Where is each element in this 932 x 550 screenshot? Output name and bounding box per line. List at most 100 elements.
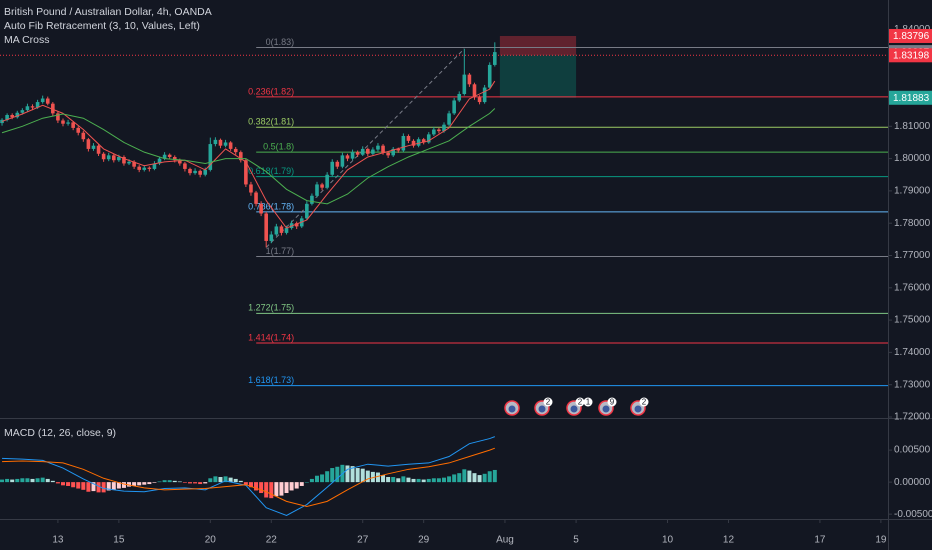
candle-body [122,156,126,164]
fib-label: 0.236(1.82) [248,86,294,96]
candle-body [167,154,172,157]
candle-body [238,152,243,161]
candle-body [335,161,340,167]
candle-body [421,139,426,143]
histogram-bar [365,470,370,483]
histogram-bar [396,478,401,483]
candle-body [35,102,40,108]
symbol-title: British Pound / Australian Dollar, 4h, O… [4,6,212,18]
candle-body [198,170,202,175]
histogram-bar [218,477,223,483]
x-tick-label: 27 [357,535,369,546]
histogram-bar [142,482,147,485]
histogram-bar [447,476,452,483]
histogram-bar [81,482,86,490]
histogram-bar [187,482,192,484]
y-tick-label: 1.72000 [894,412,931,423]
candle-body [218,139,223,146]
x-tick-label: 17 [814,535,826,546]
candle-body [259,203,263,214]
candle-body [467,74,472,85]
fib-label: 1.272(1.75) [248,303,294,313]
histogram-bar [213,476,218,483]
fib-label: 0(1.83) [266,37,295,47]
event-icon-core [570,405,578,413]
histogram-bar [248,482,253,488]
histogram-bar [386,477,391,483]
candle-body [401,135,406,151]
candle-body [157,158,162,164]
candle-body [5,114,9,120]
candle-body [487,64,492,88]
histogram-bar [294,482,299,489]
candle-body [477,97,482,103]
candle-body [178,160,182,164]
histogram-bar [10,479,15,483]
histogram-bar [116,482,121,489]
event-icon-core [508,405,516,413]
histogram-bar [45,478,50,483]
candle-body [81,132,86,140]
candle-body [117,156,121,161]
candle-body [213,139,218,145]
histogram-bar [20,478,25,483]
candle-body [462,74,467,94]
candle-body [396,148,401,151]
candle-body [152,163,157,169]
candle-body [233,148,238,153]
candle-body [310,195,314,204]
histogram-bar [304,482,309,483]
indicator-label: MA Cross [4,34,50,46]
candle-body [249,184,253,193]
candle-body [391,148,395,156]
candle-body [76,127,81,133]
histogram-bar [299,482,304,486]
histogram-bar [193,482,198,484]
histogram-bar [269,482,274,499]
candle-body [51,103,55,114]
histogram-bar [391,477,396,483]
candle-body [330,161,335,175]
histogram-bar [208,478,213,483]
histogram-bar [35,478,40,483]
candle-body [305,203,309,219]
candle-body [432,129,436,135]
histogram-bar [76,482,81,489]
histogram-bar [101,482,106,493]
event-badge-count: 9 [610,398,615,407]
histogram-bar [309,478,314,483]
candle-body [137,166,141,170]
histogram-bar [238,480,243,483]
indicator-label: Auto Fib Retracement (3, 10, Values, Lef… [4,20,200,32]
histogram-bar [436,478,441,483]
histogram-bar [370,471,375,483]
x-tick-label: 20 [205,535,217,546]
histogram-bar [50,480,55,483]
histogram-bar [127,482,132,487]
histogram-bar [350,466,355,483]
candle-body [376,145,380,150]
y-tick-label: 1.74000 [894,347,931,358]
histogram-bar [137,482,142,486]
histogram-bar [314,475,319,483]
histogram-bar [320,474,325,483]
candle-body [457,93,462,101]
histogram-bar [467,470,472,483]
histogram-bar [30,478,35,483]
histogram-bar [375,472,380,483]
fib-label: 1.414(1.74) [248,332,294,342]
histogram-bar [431,478,436,483]
x-tick-label: 19 [875,535,887,546]
histogram-bar [15,478,20,483]
fib-label: 0.5(1.8) [263,142,294,152]
candle-body [269,234,274,241]
indicator-line [2,447,495,507]
histogram-bar [421,479,426,483]
event-icon-core [538,405,546,413]
candle-body [188,168,192,174]
histogram-bar [132,482,137,486]
y-tick-label: -0.00500 [894,509,932,520]
fib-label: 0.382(1.81) [248,117,294,127]
histogram-bar [172,480,177,483]
